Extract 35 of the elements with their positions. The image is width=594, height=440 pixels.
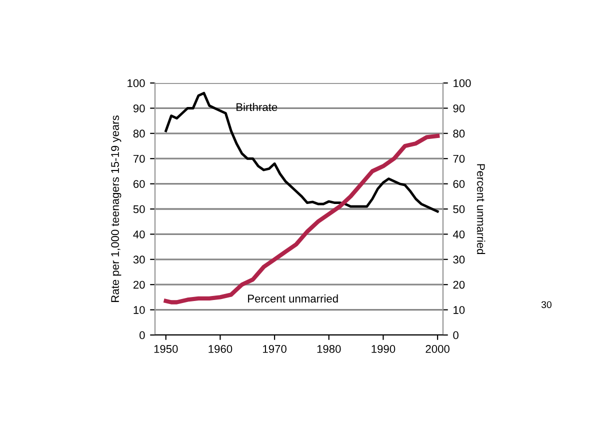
y2-tick-label: 30 [453, 256, 465, 264]
x-tick-label: 1990 [372, 345, 396, 353]
y-axis-title: Rate per 1,000 teenagers 15-19 years [111, 116, 122, 302]
y2-tick-label: 70 [453, 154, 465, 163]
y-tick-label: 80 [133, 130, 145, 138]
series-label: Percent unmarried [248, 294, 338, 303]
y2-tick-label: 60 [453, 180, 465, 188]
line-series [164, 92, 439, 213]
y2-axis-title: Percent unmarried [476, 164, 486, 254]
y-tick-label: 50 [133, 205, 145, 214]
x-tick-label: 1960 [208, 345, 232, 353]
series-label: Birthrate [236, 102, 278, 112]
y2-tick-label: 0 [453, 331, 458, 340]
y2-tick-label: 20 [453, 280, 465, 289]
line-series [164, 134, 440, 304]
y-tick-label: 60 [133, 180, 145, 188]
text: 30 [541, 301, 552, 308]
y-tick-label: 40 [133, 230, 145, 238]
y-tick-label: 20 [133, 280, 145, 289]
y2-tick-label: 100 [454, 79, 471, 88]
y-tick-label: 70 [133, 154, 145, 163]
y-tick-label: 10 [134, 306, 145, 314]
y2-tick-label: 90 [453, 104, 465, 112]
x-tick-label: 1970 [263, 345, 286, 353]
y2-tick-label: 40 [452, 230, 465, 238]
y-tick-label: 0 [140, 331, 145, 340]
y2-tick-label: 10 [454, 306, 465, 314]
x-tick-label: 2000 [426, 345, 450, 353]
y2-tick-label: 50 [453, 205, 465, 214]
y-tick-label: 100 [128, 79, 145, 88]
x-tick-label: 1980 [317, 345, 341, 353]
y-tick-label: 30 [133, 256, 145, 264]
x-tick-label: 1950 [154, 345, 178, 353]
y-tick-label: 90 [133, 104, 145, 112]
y2-tick-label: 80 [453, 130, 465, 138]
